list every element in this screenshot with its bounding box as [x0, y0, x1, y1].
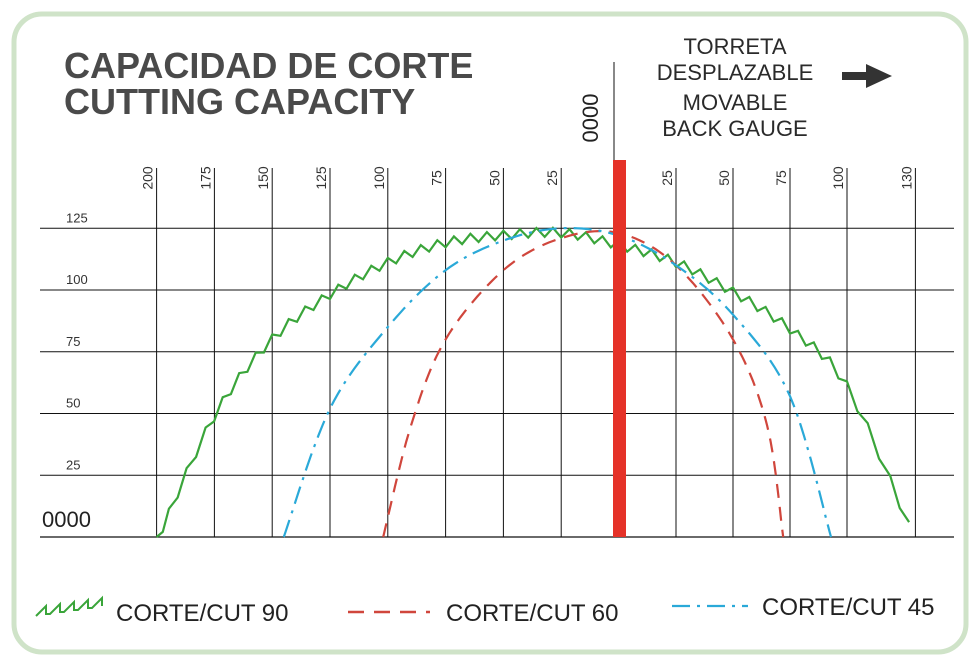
x-tick-label: 130 [898, 166, 914, 190]
x-tick-label: 25 [659, 170, 675, 186]
x-tick-label: 175 [197, 166, 213, 190]
gauge-note-line-1: TORRETA [683, 34, 786, 59]
legend-item-cut-60: CORTE/CUT 60 [348, 600, 619, 627]
x-tick-label: 125 [313, 166, 329, 190]
legend: CORTE/CUT 90 CORTE/CUT 60 CORTE/CUT 45 [35, 594, 935, 627]
y-tick-label: 125 [66, 210, 88, 225]
title-line-1: CAPACIDAD DE CORTE [64, 45, 473, 86]
legend-item-cut-90: CORTE/CUT 90 [35, 595, 289, 627]
x-tick-label: 200 [140, 166, 156, 190]
y-tick-label: 50 [66, 396, 80, 411]
back-gauge-bar [613, 160, 626, 537]
y-tick-label: 75 [66, 334, 80, 349]
x-tick-label: 25 [544, 170, 560, 186]
y-zero-label: 0000 [42, 507, 91, 532]
y-axis-ticks: 125 100 75 50 25 [66, 210, 88, 472]
series-cut-60-line [382, 230, 785, 538]
legend-label: CORTE/CUT 90 [116, 600, 289, 627]
gauge-note-line-2: DESPLAZABLE [657, 60, 814, 85]
x-tick-label: 75 [773, 170, 789, 186]
y-tick-label: 100 [66, 272, 88, 287]
gauge-note-line-4: BACK GAUGE [662, 116, 807, 141]
title-line-2: CUTTING CAPACITY [64, 81, 415, 122]
series-cut-90-line [155, 226, 911, 538]
legend-label: CORTE/CUT 60 [446, 600, 619, 627]
x-tick-label: 50 [486, 170, 502, 186]
series-cut-45-line [282, 227, 833, 538]
legend-item-cut-45: CORTE/CUT 45 [672, 594, 935, 621]
x-tick-label: 75 [429, 170, 445, 186]
x-tick-label: 150 [255, 166, 271, 190]
legend-swatch-cut-90 [35, 595, 103, 617]
x-axis-ticks: 200 175 150 125 100 75 50 25 25 50 75 100 130 [140, 166, 915, 190]
x-zero-label: 0000 [578, 94, 603, 143]
arrow-right-icon [842, 64, 892, 88]
grid [40, 62, 954, 538]
y-tick-label: 25 [66, 457, 80, 472]
gauge-note-line-3: MOVABLE [683, 90, 788, 115]
legend-label: CORTE/CUT 45 [762, 594, 935, 621]
x-tick-label: 100 [371, 166, 387, 190]
x-tick-label: 100 [830, 166, 846, 190]
card-border [11, 11, 969, 655]
series [155, 226, 911, 538]
x-tick-label: 50 [716, 170, 732, 186]
